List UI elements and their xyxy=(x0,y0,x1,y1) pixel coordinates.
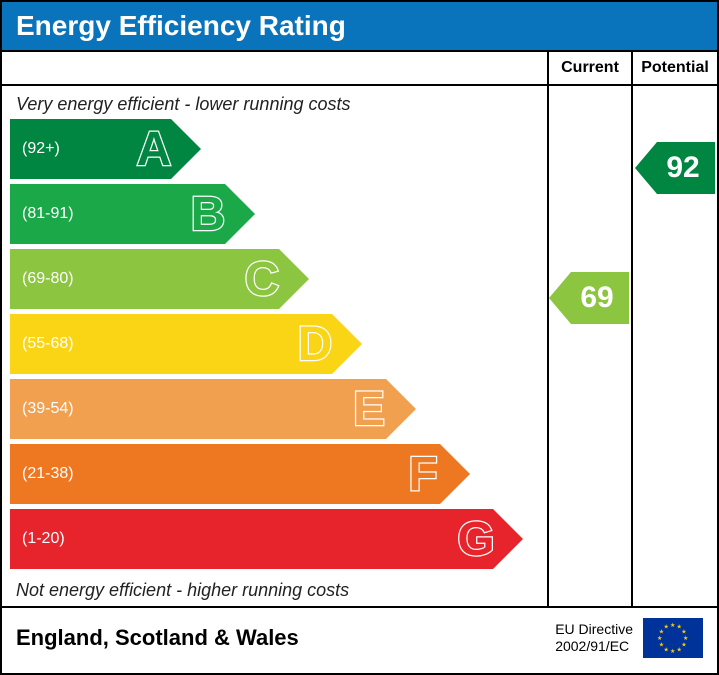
bands-list: (92+) A (81-91) B (69-80) C (55-68) D (39-54) E (2… xyxy=(2,119,547,569)
band-bar: (39-54) E xyxy=(10,379,386,439)
band-range-label: (81-91) xyxy=(22,205,74,223)
eu-star-icon: ★ xyxy=(664,623,669,630)
band-range-label: (21-38) xyxy=(22,465,74,483)
eu-flag-icon: ★★★★★★★★★★★★ xyxy=(643,618,703,658)
title-bar: Energy Efficiency Rating xyxy=(2,2,717,50)
directive-text: EU Directive 2002/91/EC xyxy=(555,621,633,655)
potential-header: Potential xyxy=(633,52,717,86)
eu-star-icon: ★ xyxy=(681,641,686,648)
band-range-label: (1-20) xyxy=(22,530,65,548)
band-letter: G xyxy=(451,511,501,567)
eu-star-icon: ★ xyxy=(677,646,682,653)
chart-title: Energy Efficiency Rating xyxy=(16,10,346,41)
potential-column: Potential 92 xyxy=(633,52,717,606)
region-label: England, Scotland & Wales xyxy=(16,625,299,651)
eu-star-icon: ★ xyxy=(664,646,669,653)
eu-star-icon: ★ xyxy=(670,648,675,655)
band-letter: D xyxy=(290,316,340,372)
svg-text:A: A xyxy=(137,123,172,176)
current-header: Current xyxy=(549,52,631,86)
potential-value: 92 xyxy=(657,142,715,194)
directive-block: EU Directive 2002/91/EC ★★★★★★★★★★★★ xyxy=(555,618,703,658)
caption-bottom: Not energy efficient - higher running co… xyxy=(2,574,547,607)
band-bar: (92+) A xyxy=(10,119,171,179)
band-range-label: (39-54) xyxy=(22,400,74,418)
band-e: (39-54) E xyxy=(10,379,547,439)
chart-main: Very energy efficient - lower running co… xyxy=(2,50,717,608)
band-letter: C xyxy=(237,251,287,307)
current-column: Current 69 xyxy=(549,52,633,606)
band-d: (55-68) D xyxy=(10,314,547,374)
bands-column: Very energy efficient - lower running co… xyxy=(2,52,549,606)
eu-star-icon: ★ xyxy=(657,635,662,642)
svg-text:B: B xyxy=(190,188,225,241)
footer: England, Scotland & Wales EU Directive 2… xyxy=(2,608,717,667)
bands-header-spacer xyxy=(2,52,547,86)
band-bar: (1-20) G xyxy=(10,509,493,569)
directive-line1: EU Directive xyxy=(555,621,633,638)
potential-pointer: 92 xyxy=(635,142,715,194)
band-c: (69-80) C xyxy=(10,249,547,309)
band-range-label: (69-80) xyxy=(22,270,74,288)
band-letter: F xyxy=(398,446,448,502)
epc-chart-container: Energy Efficiency Rating Very energy eff… xyxy=(0,0,719,675)
band-b: (81-91) B xyxy=(10,184,547,244)
current-pointer: 69 xyxy=(549,272,629,324)
band-bar: (55-68) D xyxy=(10,314,332,374)
band-bar: (21-38) F xyxy=(10,444,440,504)
band-f: (21-38) F xyxy=(10,444,547,504)
directive-line2: 2002/91/EC xyxy=(555,638,633,655)
svg-text:C: C xyxy=(244,253,279,306)
band-g: (1-20) G xyxy=(10,509,547,569)
current-value: 69 xyxy=(571,272,629,324)
svg-text:G: G xyxy=(458,513,495,566)
svg-text:D: D xyxy=(298,318,333,371)
eu-star-icon: ★ xyxy=(659,641,664,648)
band-letter: B xyxy=(183,186,233,242)
svg-text:F: F xyxy=(408,448,437,501)
svg-text:E: E xyxy=(353,383,385,436)
band-bar: (81-91) B xyxy=(10,184,225,244)
band-range-label: (55-68) xyxy=(22,335,74,353)
band-a: (92+) A xyxy=(10,119,547,179)
band-letter: A xyxy=(129,121,179,177)
band-range-label: (92+) xyxy=(22,140,60,158)
caption-top: Very energy efficient - lower running co… xyxy=(2,86,547,119)
band-letter: E xyxy=(344,381,394,437)
eu-star-icon: ★ xyxy=(670,622,675,629)
band-bar: (69-80) C xyxy=(10,249,279,309)
